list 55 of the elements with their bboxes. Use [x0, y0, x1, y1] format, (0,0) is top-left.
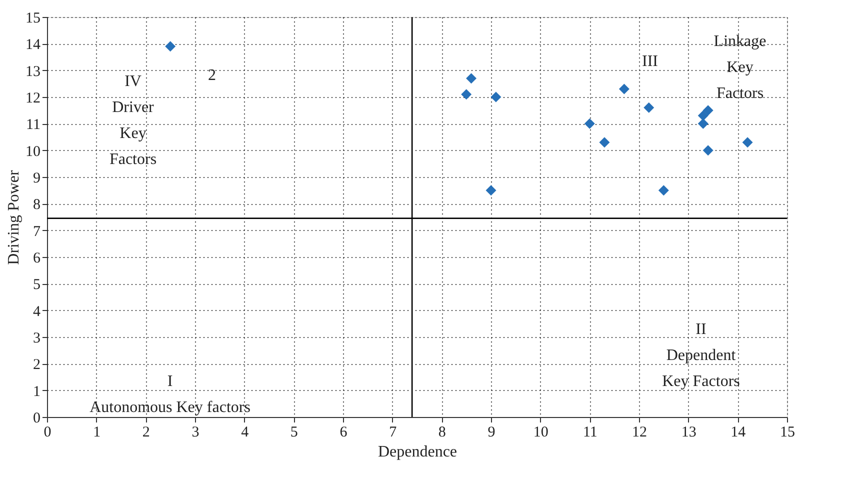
point	[618, 84, 630, 94]
x-axis-title: Dependence	[378, 444, 458, 460]
point	[742, 137, 753, 148]
x-tick-label: 2	[142, 424, 150, 440]
y-tick-label: 5	[33, 277, 40, 294]
point	[702, 145, 714, 156]
x-tick-label: 10	[533, 424, 548, 440]
y-tick-label: 1	[33, 384, 40, 400]
point	[461, 89, 472, 100]
x-tick-label: 9	[488, 424, 496, 440]
x-tick-label: 11	[582, 424, 598, 440]
point	[698, 110, 708, 121]
point	[165, 41, 176, 52]
x-tick-label: 6	[340, 424, 348, 440]
x-tick-label: 12	[632, 424, 647, 440]
y-tick-label: 14	[26, 37, 41, 54]
y-tick-label: 4	[33, 304, 41, 320]
y-tick-label: 3	[33, 330, 40, 346]
y-tick-label: 15	[26, 10, 40, 26]
point	[466, 73, 477, 84]
y-tick-label: 6	[33, 250, 41, 266]
point	[702, 105, 714, 116]
x-tick-label: 8	[438, 424, 446, 440]
y-tick-label: 9	[33, 170, 40, 186]
y-axis-title: Driving Power	[6, 170, 22, 265]
x-tick-label: 1	[93, 424, 101, 440]
x-tick-label: 0	[44, 424, 52, 440]
annotation: II Dependent Key Factors	[662, 321, 740, 390]
x-tick-label: 15	[780, 424, 795, 440]
point	[644, 102, 654, 113]
y-tick-label: 11	[26, 117, 40, 134]
y-tick-label: 0	[33, 410, 40, 426]
annotation: III	[642, 53, 658, 70]
x-tick-label: 14	[730, 424, 746, 440]
x-tick-label: 4	[241, 424, 250, 440]
point	[599, 137, 610, 148]
point	[698, 118, 708, 129]
x-tick-label: 3	[192, 424, 200, 440]
annotation: Linkage Key Factors	[714, 33, 766, 102]
point	[658, 185, 669, 196]
x-tick-label: 13	[681, 424, 696, 440]
y-tick-label: 13	[26, 64, 40, 80]
point	[584, 118, 595, 129]
point	[490, 92, 502, 102]
y-tick-label: 10	[26, 144, 40, 160]
y-tick-label: 12	[26, 90, 40, 106]
y-tick-label: 8	[33, 197, 40, 214]
point	[486, 185, 496, 196]
annotation: 2	[208, 67, 216, 84]
annotation: I Autonomous Key factors	[90, 373, 250, 416]
y-tick-label: 2	[33, 357, 40, 374]
x-tick-label: 5	[290, 424, 298, 440]
x-tick-label: 7	[389, 424, 398, 440]
annotation: IV Driver Key Factors	[109, 73, 157, 168]
y-tick-label: 7	[33, 224, 41, 240]
